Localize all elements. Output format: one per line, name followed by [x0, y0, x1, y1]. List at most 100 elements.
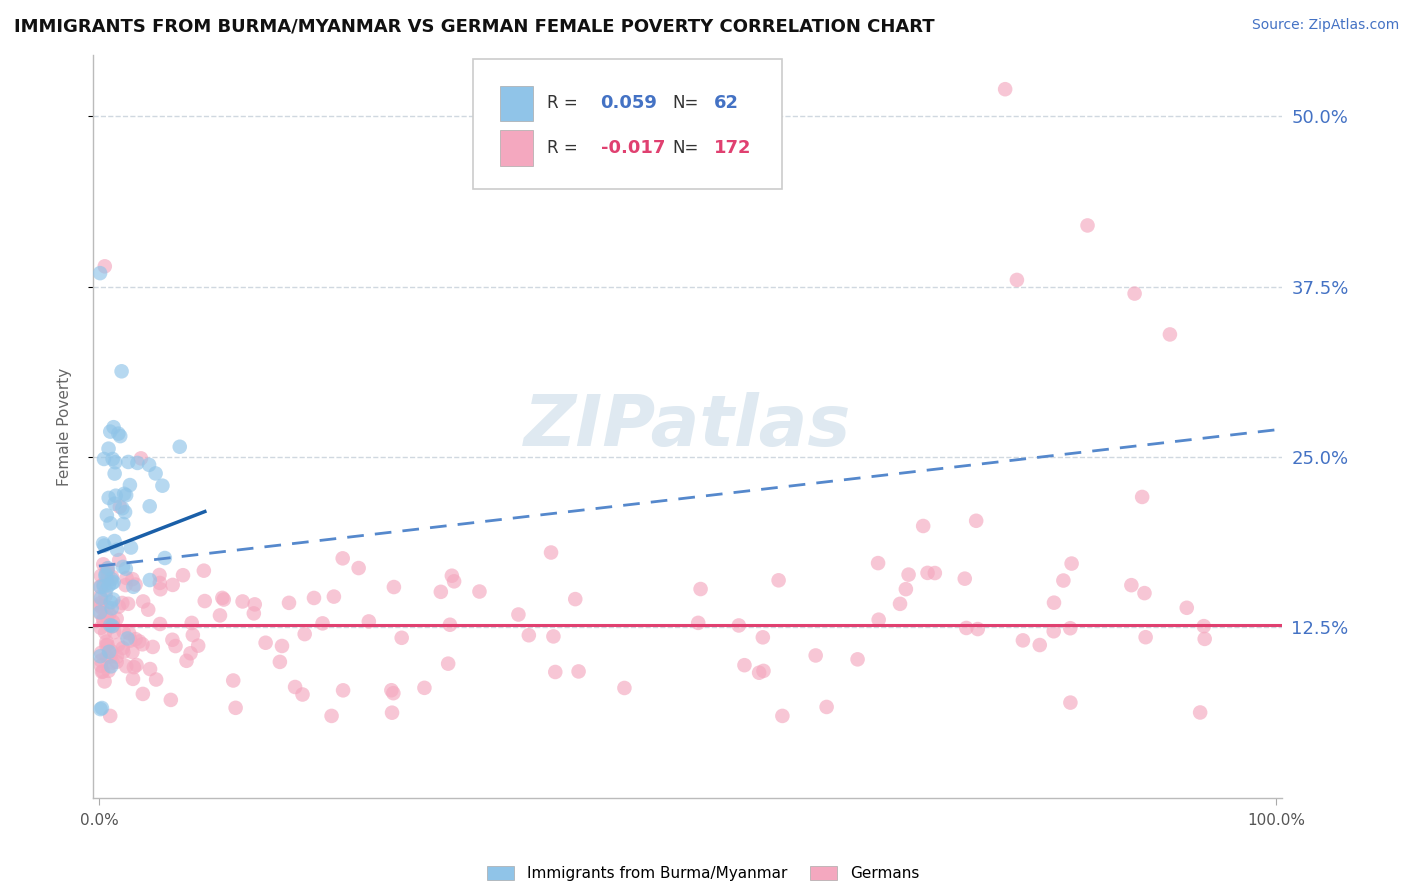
Point — [965, 514, 987, 528]
Point — [222, 673, 245, 688]
Point — [440, 568, 463, 582]
Point — [302, 591, 325, 605]
Point — [194, 594, 217, 608]
Point — [468, 584, 491, 599]
Point — [1029, 638, 1052, 652]
Point — [114, 505, 136, 519]
Text: ZIPatlas: ZIPatlas — [523, 392, 851, 461]
Point — [243, 598, 266, 612]
Point — [1133, 586, 1156, 600]
Point — [176, 654, 198, 668]
Point — [96, 610, 118, 624]
Point — [96, 573, 118, 587]
Point — [1189, 706, 1212, 720]
Point — [101, 656, 124, 670]
Point — [96, 561, 118, 575]
Point — [955, 621, 977, 635]
Point — [768, 574, 790, 588]
Point — [727, 618, 749, 632]
Point — [90, 569, 112, 583]
Point — [103, 420, 125, 434]
Point — [97, 664, 120, 678]
Point — [1135, 630, 1157, 644]
Point — [112, 517, 135, 532]
Point — [107, 426, 129, 441]
Point — [122, 580, 145, 594]
Text: N=: N= — [672, 139, 699, 157]
Point — [111, 641, 134, 656]
Point — [917, 566, 939, 580]
Point — [105, 655, 128, 669]
Point — [93, 674, 115, 689]
Point — [124, 632, 146, 647]
Point — [180, 646, 202, 660]
Point — [564, 592, 586, 607]
Point — [439, 617, 461, 632]
Point — [1059, 696, 1081, 710]
Point — [127, 456, 149, 470]
Point — [96, 634, 118, 648]
Point — [101, 452, 124, 467]
Point — [97, 561, 120, 575]
Point — [91, 665, 114, 679]
Point — [142, 640, 165, 654]
Point — [90, 658, 112, 673]
Point — [93, 577, 115, 591]
Point — [568, 665, 591, 679]
Point — [91, 665, 114, 679]
Point — [118, 478, 141, 492]
Point — [107, 638, 129, 652]
Point — [98, 709, 121, 723]
Point — [121, 645, 143, 659]
Point — [430, 585, 453, 599]
Point — [1043, 596, 1066, 610]
Point — [382, 686, 405, 700]
Point — [508, 607, 530, 622]
Point — [1175, 600, 1198, 615]
Point — [544, 665, 567, 679]
Point — [91, 613, 114, 627]
Point — [117, 597, 139, 611]
Point — [94, 638, 117, 652]
Point — [111, 596, 134, 610]
Point — [108, 500, 131, 514]
Point — [752, 664, 775, 678]
Point — [284, 680, 307, 694]
Point — [94, 589, 117, 603]
Point — [139, 662, 162, 676]
Point — [105, 611, 128, 625]
Point — [100, 572, 122, 586]
Point — [124, 577, 146, 591]
Point — [868, 613, 890, 627]
Point — [112, 487, 135, 501]
Point — [90, 580, 112, 594]
Point — [94, 569, 117, 583]
Point — [443, 574, 465, 589]
Point — [89, 599, 111, 613]
Point — [149, 582, 172, 597]
Point — [1012, 633, 1035, 648]
Point — [953, 572, 976, 586]
Point — [752, 630, 775, 644]
Point — [89, 580, 111, 594]
Text: IMMIGRANTS FROM BURMA/MYANMAR VS GERMAN FEMALE POVERTY CORRELATION CHART: IMMIGRANTS FROM BURMA/MYANMAR VS GERMAN … — [14, 18, 935, 36]
Point — [121, 572, 143, 586]
Point — [93, 579, 115, 593]
Point — [733, 658, 755, 673]
Point — [1059, 621, 1081, 635]
FancyBboxPatch shape — [474, 59, 783, 189]
Y-axis label: Female Poverty: Female Poverty — [58, 368, 72, 485]
Point — [104, 455, 127, 469]
Point — [94, 582, 117, 597]
Point — [208, 608, 231, 623]
Point — [1159, 327, 1181, 342]
Point — [115, 488, 138, 502]
Point — [93, 613, 115, 627]
Point — [93, 539, 115, 553]
Point — [89, 266, 111, 280]
Point — [104, 489, 127, 503]
Point — [846, 652, 869, 666]
Point — [103, 534, 125, 549]
Point — [114, 578, 136, 592]
Point — [382, 580, 405, 594]
